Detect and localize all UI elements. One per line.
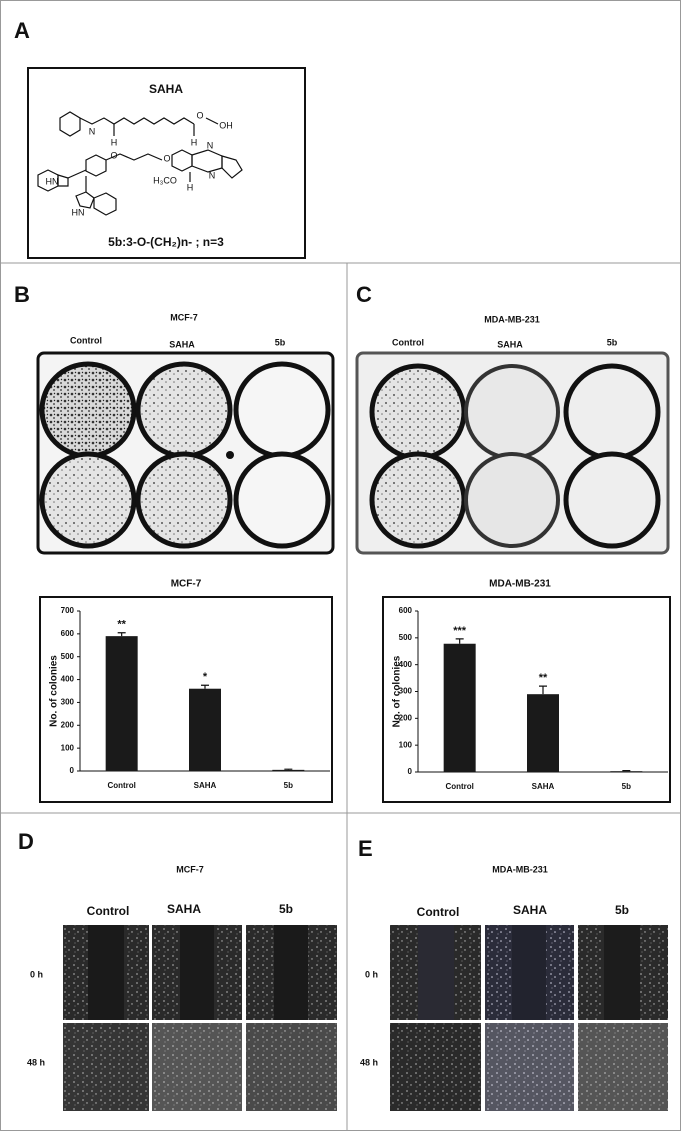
y-tick-label: 700 bbox=[61, 606, 75, 615]
atom-label: OH bbox=[219, 120, 233, 130]
culture-plate bbox=[36, 351, 335, 555]
structure-box bbox=[27, 67, 306, 259]
y-tick-label: 600 bbox=[399, 606, 413, 615]
column-label: Control bbox=[417, 905, 460, 919]
panel-label: D bbox=[18, 829, 34, 854]
significance-label: ** bbox=[117, 619, 126, 631]
atom-label: N bbox=[89, 126, 96, 136]
y-tick-label: 200 bbox=[61, 720, 75, 729]
atom-label: N bbox=[207, 140, 214, 150]
column-label: 5b bbox=[607, 337, 618, 347]
row-label: 48 h bbox=[27, 1057, 45, 1067]
x-tick-label: Control bbox=[445, 782, 473, 791]
atom-label: H₃CO bbox=[153, 175, 177, 185]
error-bar bbox=[622, 770, 631, 772]
x-tick-label: 5b bbox=[622, 782, 631, 791]
wound-images bbox=[63, 925, 337, 1111]
row-label: 48 h bbox=[360, 1057, 378, 1067]
error-bar bbox=[201, 684, 209, 689]
panel-label: E bbox=[358, 836, 373, 861]
panel-label: C bbox=[356, 282, 372, 307]
atom-label: N bbox=[209, 170, 216, 180]
y-tick-label: 500 bbox=[61, 652, 75, 661]
x-tick-label: Control bbox=[107, 781, 135, 790]
bar bbox=[443, 643, 476, 772]
bar bbox=[189, 688, 221, 771]
cell-line: MCF-7 bbox=[170, 312, 198, 322]
y-tick-label: 100 bbox=[61, 743, 75, 752]
y-tick-label: 400 bbox=[399, 660, 413, 669]
y-tick-label: 300 bbox=[399, 687, 413, 696]
atom-label: HN bbox=[46, 176, 59, 186]
error-bar bbox=[455, 638, 464, 644]
significance-label: *** bbox=[453, 625, 467, 637]
y-tick-label: 200 bbox=[399, 713, 413, 722]
chart-frame bbox=[382, 596, 671, 803]
error-bar bbox=[117, 632, 126, 637]
culture-plate bbox=[355, 351, 670, 555]
wound-images bbox=[390, 925, 668, 1111]
atom-label: H bbox=[191, 137, 198, 147]
significance-label: * bbox=[203, 671, 208, 683]
error-bar bbox=[539, 685, 547, 695]
y-tick-label: 400 bbox=[61, 675, 75, 684]
atom-label: HN bbox=[72, 207, 85, 217]
column-label: 5b bbox=[275, 337, 286, 347]
column-label: Control bbox=[87, 904, 130, 918]
x-tick-label: 5b bbox=[284, 781, 293, 790]
panel-label: A bbox=[14, 18, 30, 43]
y-tick-label: 300 bbox=[61, 698, 75, 707]
chart-frame bbox=[39, 596, 333, 803]
column-label: SAHA bbox=[169, 339, 195, 349]
y-tick-label: 500 bbox=[399, 633, 413, 642]
x-tick-label: SAHA bbox=[532, 782, 555, 791]
error-bar bbox=[284, 768, 293, 770]
x-tick-label: SAHA bbox=[194, 781, 217, 790]
cell-line: MDA-MB-231 bbox=[492, 864, 548, 874]
y-tick-label: 600 bbox=[61, 629, 75, 638]
row-label: 0 h bbox=[30, 969, 43, 979]
chemical-structure bbox=[37, 111, 243, 216]
chart-title: MCF-7 bbox=[171, 579, 202, 590]
column-label: SAHA bbox=[167, 902, 201, 916]
bar bbox=[272, 769, 305, 771]
y-tick-label: 0 bbox=[408, 767, 413, 776]
y-axis-label: No. of colonies bbox=[49, 655, 60, 727]
column-label: Control bbox=[392, 337, 424, 347]
bar bbox=[105, 636, 138, 771]
atom-label: H bbox=[111, 137, 118, 147]
column-label: SAHA bbox=[513, 903, 547, 917]
row-label: 0 h bbox=[365, 969, 378, 979]
atom-label: H bbox=[187, 182, 194, 192]
cell-line: MDA-MB-231 bbox=[484, 314, 540, 324]
compound-caption: 5b:3-O-(CH₂)n- ; n=3 bbox=[108, 235, 224, 249]
y-tick-label: 0 bbox=[70, 766, 75, 775]
compound-name: SAHA bbox=[149, 82, 183, 96]
atom-label: O bbox=[196, 110, 203, 120]
column-label: 5b bbox=[615, 903, 629, 917]
bar bbox=[610, 771, 643, 772]
chart-title: MDA-MB-231 bbox=[489, 579, 551, 590]
atom-label: O bbox=[163, 153, 170, 163]
column-label: SAHA bbox=[497, 339, 523, 349]
bar bbox=[527, 694, 559, 772]
y-tick-label: 100 bbox=[399, 740, 413, 749]
y-axis-label: No. of colonies bbox=[392, 655, 403, 727]
significance-label: ** bbox=[539, 672, 548, 684]
cell-line: MCF-7 bbox=[176, 864, 204, 874]
atom-label: O bbox=[110, 150, 117, 160]
column-label: 5b bbox=[279, 902, 293, 916]
panel-label: B bbox=[14, 282, 30, 307]
column-label: Control bbox=[70, 335, 102, 345]
